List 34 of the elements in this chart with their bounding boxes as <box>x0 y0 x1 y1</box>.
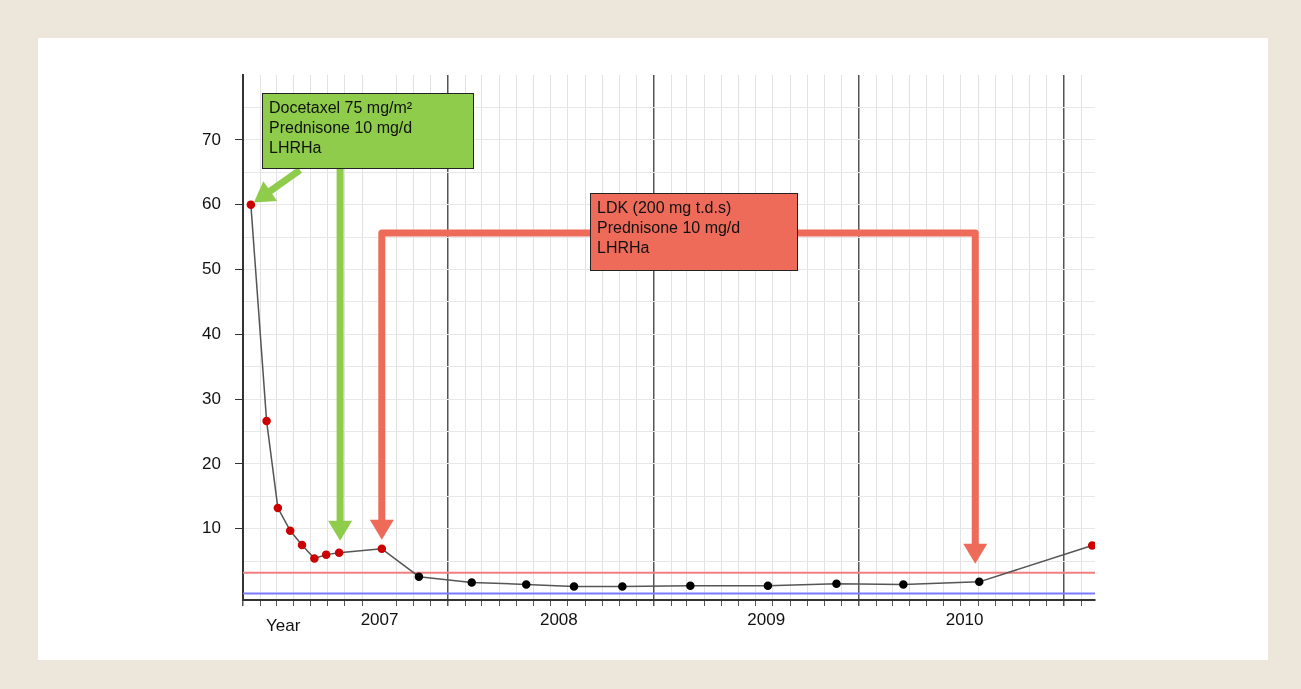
point <box>273 503 283 513</box>
point <box>334 548 344 557</box>
x-axis-title: Year <box>266 615 301 635</box>
note-box: LDK (200 mg t.d.s) Prednisone 10 mg/d LHRHa <box>590 193 798 271</box>
point <box>618 582 627 591</box>
y-tick-label: 20 <box>202 453 221 473</box>
point <box>377 544 387 554</box>
point <box>899 580 908 589</box>
point <box>522 580 531 589</box>
x-tick-label: 2009 <box>747 609 786 629</box>
point <box>297 540 307 550</box>
point <box>467 578 476 587</box>
x-tick-label: 2010 <box>945 609 984 629</box>
point <box>262 416 271 426</box>
note-box: Docetaxel 75 mg/m² Prednisone 10 mg/d LHRHa <box>262 93 474 169</box>
point <box>310 554 319 563</box>
point <box>832 579 841 589</box>
point <box>414 572 424 581</box>
point <box>974 577 984 587</box>
point <box>246 200 256 209</box>
y-tick-label: 50 <box>202 259 221 279</box>
y-tick-label: 10 <box>202 518 221 538</box>
y-tick-label: 40 <box>202 323 221 343</box>
point <box>285 526 295 535</box>
point <box>686 581 695 590</box>
point <box>321 550 331 559</box>
point <box>763 581 773 590</box>
point <box>569 582 579 591</box>
point <box>1087 541 1095 550</box>
y-tick-label: 30 <box>202 388 221 408</box>
x-tick-label: 2007 <box>360 609 399 629</box>
x-tick-label: 2008 <box>539 609 578 629</box>
y-tick-label: 60 <box>202 194 221 214</box>
y-tick-label: 70 <box>202 129 221 149</box>
